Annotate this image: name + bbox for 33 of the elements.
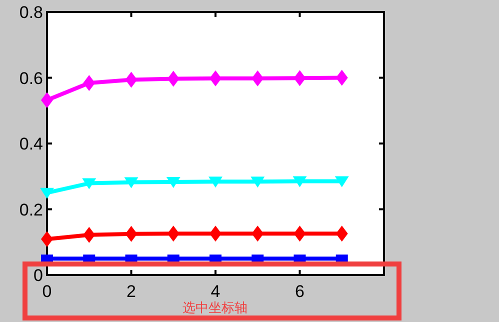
point [208, 176, 222, 188]
y-tick-label: 0.8 [19, 3, 43, 22]
point [125, 72, 138, 88]
point [83, 226, 96, 243]
point [294, 70, 306, 86]
point [41, 231, 53, 248]
point [41, 92, 53, 108]
point [167, 70, 180, 87]
point [292, 176, 307, 188]
text: 选中坐标轴 [182, 300, 248, 315]
point [125, 226, 138, 242]
x-tick-label: 6 [295, 282, 304, 301]
point [124, 177, 138, 188]
y-tick-label: 0.4 [19, 134, 43, 154]
point [250, 176, 265, 188]
x-tick-label: 2 [126, 282, 136, 301]
point [40, 188, 54, 199]
point [334, 176, 349, 188]
y-tick-label: 0.6 [19, 68, 43, 88]
y-tick-label: 0.2 [19, 200, 43, 220]
point [210, 70, 222, 86]
point [83, 75, 96, 92]
point [166, 176, 180, 188]
point [252, 70, 264, 86]
point [210, 226, 222, 242]
point [336, 70, 348, 86]
y-tick-label: 0 [34, 266, 43, 285]
x-tick-label: 4 [210, 282, 220, 301]
point [294, 226, 306, 242]
point [336, 226, 348, 242]
point [167, 226, 180, 242]
point [82, 178, 96, 190]
point [252, 226, 264, 242]
